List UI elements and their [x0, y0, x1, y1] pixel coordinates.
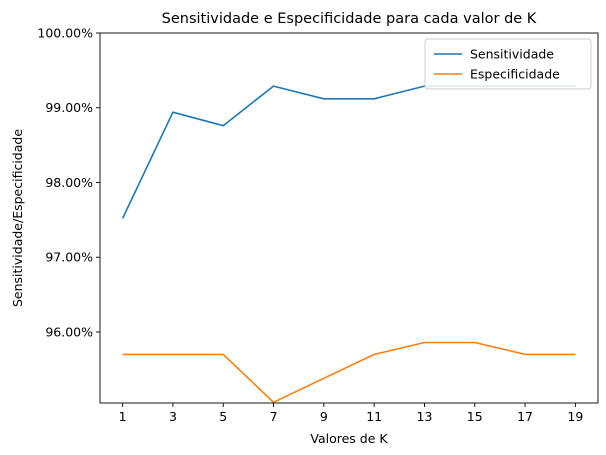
x-tick-label: 1: [119, 409, 127, 424]
series-line-1: [121, 85, 576, 219]
x-tick-label: 11: [366, 409, 382, 424]
chart-title: Sensitividade e Especificidade para cada…: [162, 11, 537, 27]
plot-area: 1 3 5 7 9 11 13 15 17 1996.00%97.00%98.00%99.00%1…: [37, 26, 599, 424]
y-tick-label: 98.00%: [45, 175, 93, 190]
x-tick-label: 15: [467, 409, 483, 424]
y-tick-label: 99.00%: [45, 100, 93, 115]
x-tick-label: 9: [320, 409, 328, 424]
legend-label-2: Especificidade: [470, 67, 560, 82]
y-tick-label: 96.00%: [45, 324, 93, 339]
y-tick-label: 97.00%: [45, 250, 93, 265]
x-tick-label: 3: [169, 409, 177, 424]
x-tick-label: 13: [417, 409, 433, 424]
x-tick-label: 7: [270, 409, 278, 424]
x-tick-label: 17: [517, 409, 533, 424]
y-axis-label: Sensitividade/Especificidade: [10, 129, 25, 307]
series-line-2: [122, 341, 576, 404]
x-axis-label: Valores de K: [310, 431, 388, 446]
x-tick-label: 5: [219, 409, 227, 424]
axes-frame: [99, 32, 599, 404]
legend-box: [424, 38, 592, 90]
legend-label-1: Sensitividade: [470, 47, 554, 62]
y-tick-label: 100.00%: [37, 26, 93, 41]
x-tick-label: 19: [567, 409, 583, 424]
